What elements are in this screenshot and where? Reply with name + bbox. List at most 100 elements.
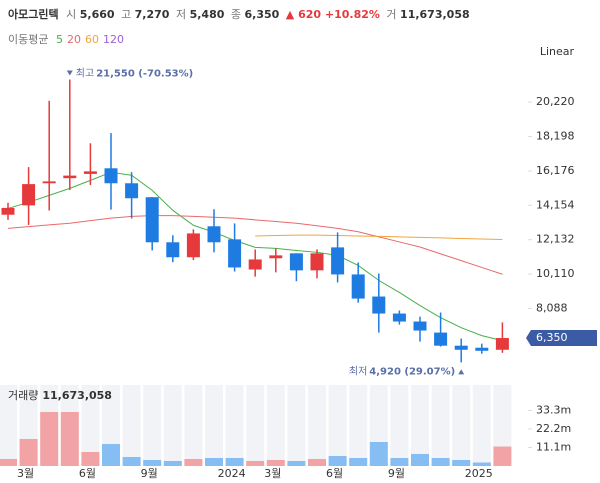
- price-tag-label: 6,350: [536, 331, 568, 344]
- y-tick-label: 20,220: [536, 95, 575, 108]
- x-tick-label: 3월: [264, 467, 281, 480]
- ma-legend: 이동평균 5 20 60 120: [8, 33, 124, 46]
- volume-bar: [431, 457, 450, 466]
- volume-bar: [205, 457, 223, 466]
- volume-bar: [163, 460, 182, 466]
- volume-label: 거래량: [8, 389, 38, 402]
- volume-column: [472, 385, 491, 466]
- candle-body: [42, 181, 56, 184]
- candle-body: [475, 347, 489, 351]
- volume-column: [308, 385, 326, 466]
- y-tick-label: 22.2m: [536, 422, 571, 435]
- candle-body: [22, 184, 36, 206]
- volume-last: 11,673,058: [42, 389, 112, 402]
- price-tag: [526, 330, 597, 347]
- x-tick-label: 9월: [141, 467, 158, 480]
- ma-legend-item: 120: [103, 33, 124, 46]
- volume-column: [163, 385, 182, 466]
- volume-bar: [184, 458, 203, 466]
- low-label: 최저: [349, 365, 367, 377]
- volume-column: [452, 385, 471, 466]
- change: ▲ 620 +10.82%: [286, 8, 380, 21]
- x-tick-label: 2025: [465, 467, 493, 480]
- y-tick-label: 12,132: [536, 233, 575, 246]
- candle-body: [331, 247, 345, 275]
- volume-bar: [472, 462, 491, 466]
- candle-body: [413, 321, 427, 331]
- volume-column: [328, 385, 347, 466]
- candle-body: [1, 207, 15, 215]
- candle-body: [166, 242, 180, 258]
- close-value: 6,350: [245, 8, 280, 21]
- high-annotation: 최고 21,550 (-70.53%): [76, 68, 193, 80]
- open-label: 시: [66, 8, 76, 21]
- ma-line: [7, 215, 503, 275]
- candle-body: [495, 338, 509, 350]
- x-tick-label: 9월: [388, 467, 405, 480]
- candle-body: [289, 253, 303, 271]
- volume-column: [143, 385, 162, 466]
- volume-bar: [328, 455, 347, 466]
- x-tick-label: 2024: [218, 467, 246, 480]
- y-tick-label: 10,110: [536, 267, 575, 280]
- low-value: 5,480: [190, 8, 225, 21]
- volume-bar: [369, 441, 388, 466]
- volume-bar: [0, 458, 17, 466]
- volume-column: [287, 385, 306, 466]
- candle-body: [125, 183, 139, 199]
- ma-line: [255, 234, 503, 241]
- low-text: 4,920 (29.07%): [369, 366, 455, 377]
- open-value: 5,660: [80, 8, 115, 21]
- candle-body: [269, 255, 283, 259]
- volume-column: [205, 385, 223, 466]
- high-marker: [66, 70, 73, 76]
- volume-bar: [287, 460, 306, 466]
- candle-body: [186, 233, 200, 258]
- volume-bar: [493, 446, 512, 466]
- volume-bar: [143, 459, 162, 466]
- volume-column: [411, 385, 429, 466]
- high-label: 최고: [76, 68, 94, 80]
- y-tick-label: 18,198: [536, 130, 575, 143]
- close-label: 종: [231, 8, 241, 21]
- y-tick-label: 16,176: [536, 164, 575, 177]
- candle-body: [392, 313, 406, 322]
- volume-bar: [411, 453, 429, 466]
- volume-bar: [19, 438, 38, 466]
- candle-body: [248, 259, 262, 270]
- volume-column: [349, 385, 368, 466]
- candle-body: [63, 175, 77, 179]
- volume-bar: [246, 460, 265, 466]
- ma-legend-item: 20: [67, 33, 81, 46]
- x-tick-label: 3월: [17, 467, 34, 480]
- volume-column: [225, 385, 244, 466]
- x-tick-label: 6월: [326, 467, 343, 480]
- volume-label: 거: [386, 8, 396, 21]
- ma-legend-item: 5: [56, 33, 63, 46]
- candle-body: [310, 253, 324, 271]
- volume-column: [431, 385, 450, 466]
- stock-name: 아모그린텍: [8, 7, 59, 21]
- volume-column: [390, 385, 409, 466]
- volume-bar: [308, 458, 326, 466]
- y-tick-label: 14,154: [536, 198, 575, 211]
- high-text: 21,550 (-70.53%): [96, 69, 193, 80]
- low-label: 저: [176, 8, 186, 21]
- volume-column: [122, 385, 141, 466]
- volume-bar: [60, 411, 79, 466]
- volume-bar: [102, 443, 120, 466]
- volume-bar: [81, 451, 100, 466]
- volume-bar: [225, 457, 244, 466]
- volume-bar: [349, 457, 368, 466]
- volume-column: [184, 385, 203, 466]
- low-annotation: 최저 4,920 (29.07%): [349, 365, 455, 377]
- y-tick-label: 8,088: [536, 301, 568, 314]
- high-value: 7,270: [135, 8, 170, 21]
- candle-body: [104, 168, 118, 184]
- candle-body: [372, 296, 386, 314]
- candle-body: [351, 274, 365, 299]
- candle-body: [228, 239, 242, 268]
- scale-mode[interactable]: Linear: [540, 45, 575, 58]
- volume-value: 11,673,058: [400, 8, 470, 21]
